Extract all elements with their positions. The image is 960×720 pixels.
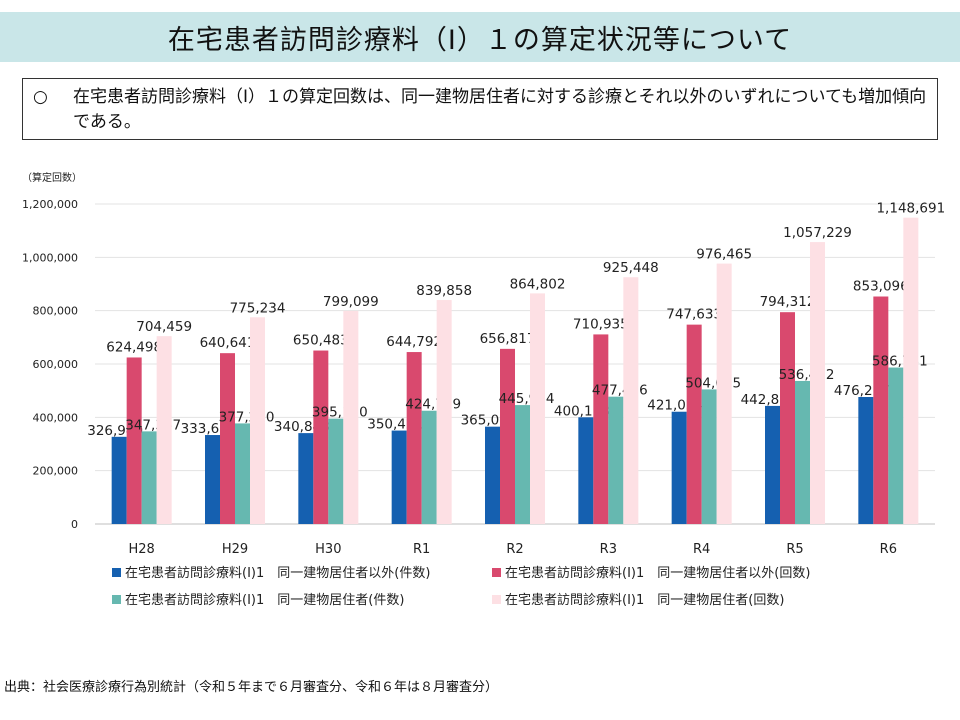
bar (795, 380, 810, 524)
page-title: 在宅患者訪問診療料（Ⅰ）１の算定状況等について (167, 24, 793, 56)
bar (530, 293, 545, 524)
y-tick-label: 600,000 (33, 358, 79, 371)
bar (780, 312, 795, 524)
bar (515, 405, 530, 524)
data-label: 747,633 (666, 307, 722, 323)
bar (608, 396, 624, 524)
legend-label: 在宅患者訪問診療料(Ⅰ)1 同一建物居住者(回数) (505, 592, 784, 608)
bar (391, 430, 407, 524)
x-tick-label: R2 (506, 542, 523, 557)
data-label: 640,641 (200, 335, 256, 351)
bar (686, 324, 702, 524)
data-label: 1,148,691 (876, 201, 945, 217)
title-bar: 在宅患者訪問診療料（Ⅰ）１の算定状況等について (0, 12, 960, 62)
data-label: 1,057,229 (783, 225, 852, 241)
data-label: 656,817 (480, 331, 536, 347)
bar (765, 405, 780, 524)
data-label: 704,459 (136, 319, 192, 335)
data-label: 650,483 (293, 333, 349, 349)
bar (343, 310, 359, 524)
bar (220, 353, 235, 524)
legend-swatch (492, 568, 501, 577)
bar (205, 435, 220, 524)
data-label: 624,498 (106, 339, 162, 355)
bar (298, 433, 314, 524)
bar (485, 426, 500, 524)
bar (111, 436, 127, 524)
data-label: 864,802 (510, 276, 566, 292)
bar (250, 317, 265, 524)
data-label: 925,448 (603, 260, 659, 276)
source-note: 出典：社会医療診療行為別統計（令和５年まで６月審査分、令和６年は８月審査分） (4, 680, 499, 695)
bar (313, 350, 329, 524)
bar (156, 336, 172, 524)
bar (593, 334, 609, 524)
bar (141, 431, 157, 524)
data-label: 536,472 (779, 367, 835, 383)
data-label: 839,858 (416, 283, 472, 299)
bar-chart: （算定回数） 0 200,000 400,000 600,000 800,000 1,000… (22, 171, 945, 608)
y-axis-title: （算定回数） (22, 171, 82, 184)
bar (623, 277, 639, 524)
bar (873, 296, 889, 524)
data-label: 445,924 (499, 391, 555, 407)
bar (810, 242, 825, 524)
y-tick-label: 400,000 (33, 411, 79, 424)
x-tick-label: H30 (315, 542, 341, 557)
data-label: 395,130 (312, 405, 368, 421)
data-label: 586,781 (872, 354, 928, 370)
bar (436, 300, 452, 524)
data-label: 799,099 (323, 294, 379, 310)
data-label: 477,436 (592, 383, 648, 399)
legend-swatch (492, 595, 501, 604)
y-tick-label: 800,000 (33, 305, 79, 318)
x-tick-label: H29 (222, 542, 248, 557)
data-label: 644,792 (386, 334, 442, 350)
bar (858, 397, 874, 524)
bar (671, 411, 687, 524)
legend-swatch (112, 568, 121, 577)
x-tick-label: R6 (880, 542, 897, 557)
y-tick-label: 0 (71, 518, 78, 531)
data-label: 710,935 (573, 316, 629, 332)
x-tick-label: R3 (600, 542, 617, 557)
bar (888, 367, 904, 524)
bar (406, 352, 422, 524)
bar (126, 357, 142, 524)
bar (701, 389, 717, 524)
data-label: 853,096 (853, 279, 909, 295)
data-label: 775,234 (230, 300, 286, 316)
note-bullet: ○ (33, 87, 48, 107)
x-tick-label: H28 (129, 542, 155, 557)
data-label: 424,779 (405, 397, 461, 413)
legend-swatch (112, 595, 121, 604)
y-tick-label: 200,000 (33, 465, 79, 478)
x-tick-label: R4 (693, 542, 710, 557)
summary-note: ○ 在宅患者訪問診療料（Ⅰ）１の算定回数は、同一建物居住者に対する診療とそれ以外… (22, 78, 938, 140)
data-label: 377,210 (219, 409, 275, 425)
data-label: 347,367 (125, 417, 181, 433)
bar (328, 418, 344, 524)
bar (235, 423, 250, 524)
bar (500, 348, 515, 524)
bar (421, 410, 437, 524)
data-label: 794,312 (760, 294, 816, 310)
y-tick-label: 1,000,000 (22, 251, 78, 264)
legend-label: 在宅患者訪問診療料(Ⅰ)1 同一建物居住者(件数) (125, 592, 404, 608)
data-label: 504,675 (685, 375, 741, 391)
note-text: 在宅患者訪問診療料（Ⅰ）１の算定回数は、同一建物居住者に対する診療とそれ以外のい… (73, 87, 927, 132)
legend-label: 在宅患者訪問診療料(Ⅰ)1 同一建物居住者以外(件数) (125, 565, 430, 581)
x-tick-label: R1 (413, 542, 430, 557)
bar (578, 417, 594, 524)
legend-label: 在宅患者訪問診療料(Ⅰ)1 同一建物居住者以外(回数) (505, 565, 810, 581)
y-tick-label: 1,200,000 (22, 198, 78, 211)
bar (716, 263, 732, 524)
x-tick-label: R5 (786, 542, 803, 557)
bar (903, 217, 919, 524)
data-label: 976,465 (696, 247, 752, 263)
